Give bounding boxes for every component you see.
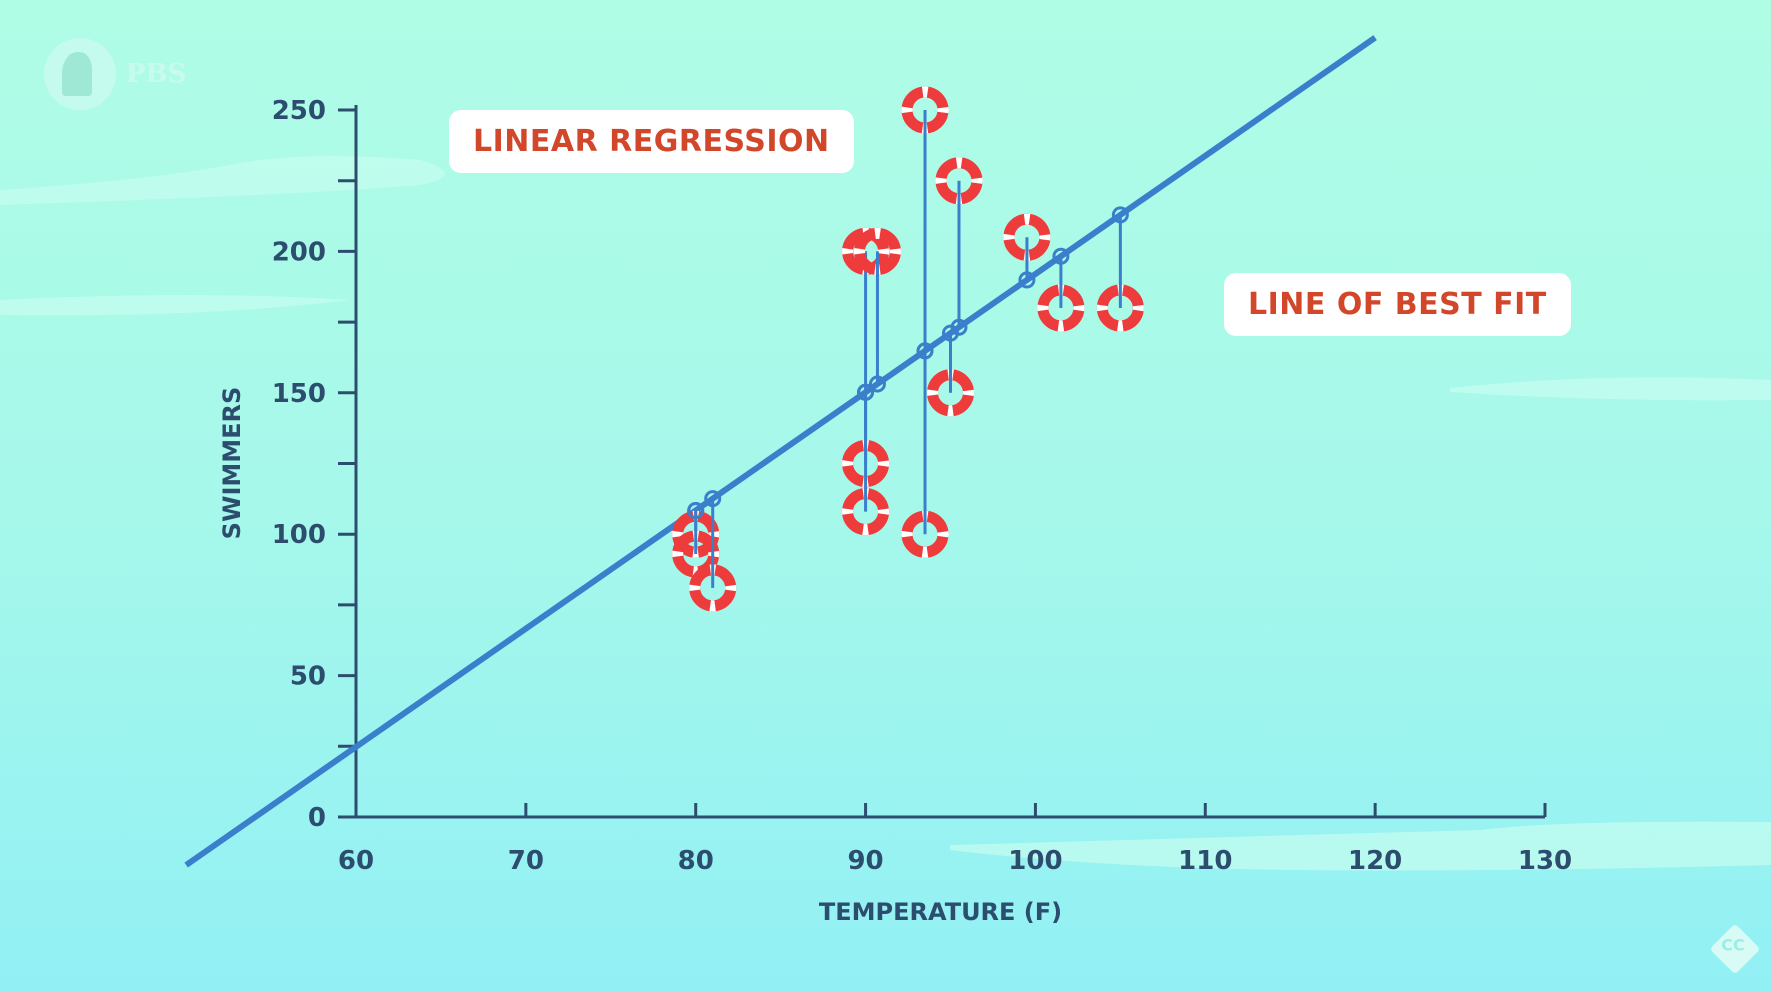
- fit-point: [868, 375, 886, 393]
- y-tick-label: 0: [308, 803, 326, 833]
- x-tick-label: 110: [1178, 846, 1232, 876]
- y-tick-label: 250: [272, 96, 326, 126]
- data-point: [842, 383, 890, 536]
- clouds: [0, 156, 1771, 871]
- x-tick-label: 100: [1008, 846, 1062, 876]
- x-tick-label: 70: [508, 846, 544, 876]
- data-point: [927, 324, 974, 417]
- x-tick-label: 60: [338, 846, 374, 876]
- data-point: [689, 490, 737, 612]
- fit-point: [857, 383, 875, 401]
- x-tick-label: 120: [1348, 846, 1402, 876]
- line-of-best-fit-label: LINE OF BEST FIT: [1224, 273, 1571, 336]
- linear-regression-label: LINEAR REGRESSION: [449, 110, 854, 173]
- fit-point: [704, 490, 722, 508]
- y-axis-label: SWIMMERS: [218, 387, 246, 540]
- fit-point: [916, 342, 934, 360]
- fit-point: [687, 501, 705, 519]
- data-point: [1037, 247, 1085, 332]
- x-tick-label: 80: [678, 846, 714, 876]
- data-point: [672, 501, 720, 578]
- data-point: [1096, 206, 1144, 332]
- x-axis-label: TEMPERATURE (F): [819, 898, 1062, 926]
- pbs-head-icon: [44, 38, 116, 110]
- y-tick-label: 150: [272, 379, 326, 409]
- x-tick-label: 90: [847, 846, 883, 876]
- pbs-logo: PBS: [44, 38, 186, 110]
- best-fit-line: [184, 35, 1377, 868]
- pbs-logo-text: PBS: [126, 59, 187, 89]
- y-tick-label: 50: [290, 662, 326, 692]
- y-tick-label: 100: [272, 520, 326, 550]
- data-point: [1003, 213, 1051, 289]
- fit-point: [1052, 247, 1070, 265]
- data-point: [935, 157, 983, 336]
- data-point: [901, 342, 949, 558]
- data-point: [901, 86, 949, 360]
- data-point: [853, 227, 901, 393]
- x-tick-label: 130: [1518, 846, 1572, 876]
- y-tick-label: 200: [272, 237, 326, 267]
- cc-logo-text: CC: [1721, 935, 1745, 955]
- fit-point: [1111, 206, 1129, 224]
- fit-point: [942, 324, 959, 342]
- fit-point: [1018, 271, 1036, 289]
